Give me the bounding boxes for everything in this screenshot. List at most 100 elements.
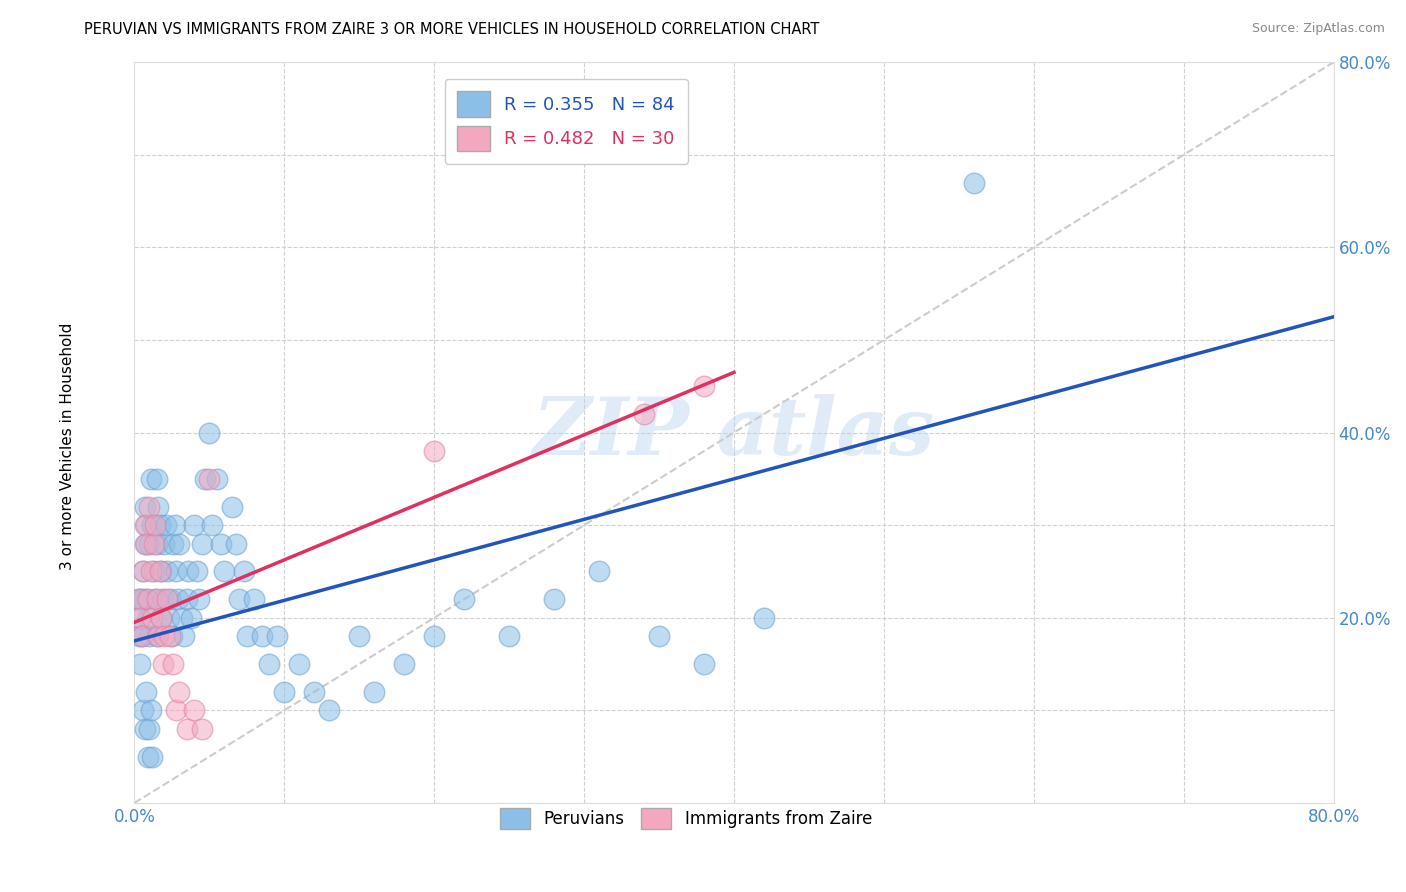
- Point: [142, 536, 165, 550]
- Point: [169, 685, 191, 699]
- Point: [153, 629, 176, 643]
- Point: [347, 629, 370, 643]
- Point: [243, 592, 266, 607]
- Point: [134, 500, 156, 514]
- Point: [232, 565, 254, 579]
- Point: [139, 472, 162, 486]
- Point: [250, 629, 273, 643]
- Point: [159, 592, 181, 607]
- Point: [152, 592, 174, 607]
- Point: [132, 703, 155, 717]
- Point: [693, 379, 716, 393]
- Text: Source: ZipAtlas.com: Source: ZipAtlas.com: [1251, 22, 1385, 36]
- Point: [228, 592, 250, 607]
- Point: [648, 629, 671, 643]
- Point: [146, 629, 169, 643]
- Point: [135, 592, 157, 607]
- Point: [172, 611, 194, 625]
- Point: [363, 685, 385, 699]
- Point: [136, 592, 159, 607]
- Point: [173, 629, 195, 643]
- Point: [423, 444, 446, 458]
- Point: [693, 657, 716, 671]
- Point: [155, 518, 177, 533]
- Point: [150, 611, 173, 625]
- Point: [131, 629, 153, 643]
- Point: [191, 536, 214, 550]
- Point: [135, 518, 157, 533]
- Point: [165, 565, 187, 579]
- Point: [146, 536, 169, 550]
- Point: [152, 657, 174, 671]
- Point: [159, 629, 181, 643]
- Legend: Peruvians, Immigrants from Zaire: Peruvians, Immigrants from Zaire: [494, 802, 879, 836]
- Point: [134, 722, 156, 736]
- Text: 3 or more Vehicles in Household: 3 or more Vehicles in Household: [60, 322, 75, 570]
- Point: [134, 536, 156, 550]
- Point: [392, 657, 415, 671]
- Point: [131, 629, 153, 643]
- Point: [129, 611, 152, 625]
- Point: [146, 472, 169, 486]
- Point: [221, 500, 243, 514]
- Point: [318, 703, 340, 717]
- Point: [138, 722, 160, 736]
- Point: [128, 592, 150, 607]
- Point: [194, 472, 217, 486]
- Point: [543, 592, 565, 607]
- Point: [150, 565, 173, 579]
- Point: [209, 536, 232, 550]
- Point: [205, 472, 228, 486]
- Point: [304, 685, 326, 699]
- Point: [157, 611, 180, 625]
- Point: [176, 722, 198, 736]
- Point: [129, 657, 152, 671]
- Point: [201, 518, 224, 533]
- Point: [139, 703, 162, 717]
- Point: [141, 749, 163, 764]
- Point: [135, 685, 157, 699]
- Point: [177, 565, 200, 579]
- Point: [138, 629, 160, 643]
- Point: [214, 565, 236, 579]
- Point: [423, 629, 446, 643]
- Point: [162, 657, 184, 671]
- Point: [156, 565, 179, 579]
- Point: [149, 565, 172, 579]
- Point: [149, 518, 172, 533]
- Point: [132, 565, 155, 579]
- Point: [138, 536, 160, 550]
- Point: [153, 536, 176, 550]
- Point: [141, 518, 163, 533]
- Point: [142, 565, 165, 579]
- Point: [165, 703, 187, 717]
- Point: [498, 629, 520, 643]
- Point: [148, 629, 170, 643]
- Point: [162, 536, 184, 550]
- Point: [225, 536, 247, 550]
- Point: [588, 565, 610, 579]
- Point: [129, 611, 152, 625]
- Point: [136, 611, 159, 625]
- Point: [141, 611, 163, 625]
- Text: PERUVIAN VS IMMIGRANTS FROM ZAIRE 3 OR MORE VEHICLES IN HOUSEHOLD CORRELATION CH: PERUVIAN VS IMMIGRANTS FROM ZAIRE 3 OR M…: [84, 22, 820, 37]
- Point: [236, 629, 259, 643]
- Point: [150, 611, 173, 625]
- Point: [453, 592, 475, 607]
- Point: [160, 629, 183, 643]
- Point: [191, 722, 214, 736]
- Point: [180, 611, 202, 625]
- Point: [169, 536, 191, 550]
- Point: [135, 536, 157, 550]
- Point: [183, 518, 205, 533]
- Point: [136, 749, 159, 764]
- Point: [166, 592, 188, 607]
- Point: [128, 629, 150, 643]
- Point: [156, 592, 179, 607]
- Point: [198, 425, 221, 440]
- Point: [266, 629, 288, 643]
- Point: [131, 592, 153, 607]
- Point: [187, 592, 209, 607]
- Point: [132, 565, 155, 579]
- Point: [138, 500, 160, 514]
